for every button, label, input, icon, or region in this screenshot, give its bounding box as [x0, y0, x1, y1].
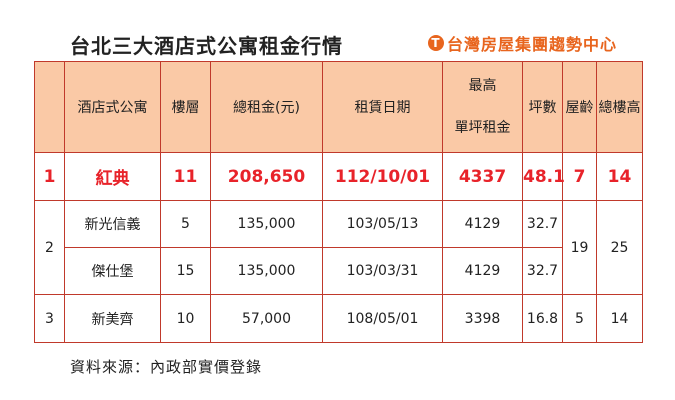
- cell-index: 2: [34, 200, 65, 295]
- source-note: 資料來源：內政部實價登錄: [70, 358, 263, 376]
- table-row: 3 新美齊 10 57,000 108/05/01 3398 16.8 5 14: [34, 294, 643, 343]
- header-max-unit-rent-line1: 最高: [468, 78, 497, 94]
- header-total-rent: 總租金(元): [210, 61, 323, 153]
- cell-rent-date: 108/05/01: [322, 294, 443, 343]
- brand: T 台灣房屋集團趨勢中心: [428, 31, 617, 55]
- cell-floor: 11: [160, 152, 211, 201]
- cell-floor: 15: [160, 247, 211, 295]
- cell-total-rent: 57,000: [210, 294, 323, 343]
- header-floor: 樓層: [160, 61, 211, 153]
- cell-rent-date: 112/10/01: [322, 152, 443, 201]
- header-name: 酒店式公寓: [64, 61, 161, 153]
- header-max-unit-rent-line2: 單坪租金: [454, 120, 511, 136]
- header-total-floors: 總樓高: [596, 61, 643, 153]
- cell-name: 新光信義: [64, 200, 161, 248]
- page-title: 台北三大酒店式公寓租金行情: [70, 34, 343, 58]
- cell-total-rent: 135,000: [210, 200, 323, 248]
- cell-age: 7: [562, 152, 597, 201]
- cell-rent-date: 103/05/13: [322, 200, 443, 248]
- table-header-row: 酒店式公寓 樓層 總租金(元) 租賃日期 最高 單坪租金 坪數 屋齡 總樓高: [34, 61, 643, 153]
- cell-name: 紅典: [64, 152, 161, 201]
- header-age: 屋齡: [562, 61, 597, 153]
- cell-max-unit-rent: 4337: [442, 152, 523, 201]
- header-area: 坪數: [522, 61, 563, 153]
- cell-name: 傑仕堡: [64, 247, 161, 295]
- header-index: [34, 61, 65, 153]
- cell-age: 19: [562, 200, 597, 295]
- cell-floor: 5: [160, 200, 211, 248]
- cell-index: 1: [34, 152, 65, 201]
- cell-max-unit-rent: 3398: [442, 294, 523, 343]
- table-row: 2 新光信義 5 135,000 103/05/13 4129 32.7 19 …: [34, 200, 643, 295]
- cell-name: 新美齊: [64, 294, 161, 343]
- cell-age: 5: [562, 294, 597, 343]
- header-max-unit-rent: 最高 單坪租金: [442, 61, 523, 153]
- cell-floor: 10: [160, 294, 211, 343]
- cell-area: 48.1: [522, 152, 565, 201]
- table-row: 傑仕堡 15 135,000 103/03/31 4129 32.7: [35, 247, 643, 295]
- cell-max-unit-rent: 4129: [442, 200, 523, 248]
- cell-total-rent: 135,000: [210, 247, 323, 295]
- cell-area: 16.8: [522, 294, 563, 343]
- cell-total-floors: 25: [596, 200, 643, 295]
- cell-total-rent: 208,650: [210, 152, 323, 201]
- cell-total-floors: 14: [596, 294, 643, 343]
- cell-max-unit-rent: 4129: [442, 247, 523, 295]
- rent-table: 酒店式公寓 樓層 總租金(元) 租賃日期 最高 單坪租金 坪數 屋齡 總樓高 1…: [34, 61, 643, 343]
- header-rent-date: 租賃日期: [322, 61, 443, 153]
- cell-index: 3: [34, 294, 65, 343]
- brand-logo-icon: T: [428, 35, 444, 51]
- cell-area: 32.7: [522, 247, 563, 295]
- cell-area: 32.7: [522, 200, 563, 248]
- cell-rent-date: 103/03/31: [322, 247, 443, 295]
- cell-total-floors: 14: [596, 152, 643, 201]
- table-row: 1 紅典 11 208,650 112/10/01 4337 48.1 7 14: [34, 152, 643, 201]
- brand-name: 台灣房屋集團趨勢中心: [447, 35, 618, 54]
